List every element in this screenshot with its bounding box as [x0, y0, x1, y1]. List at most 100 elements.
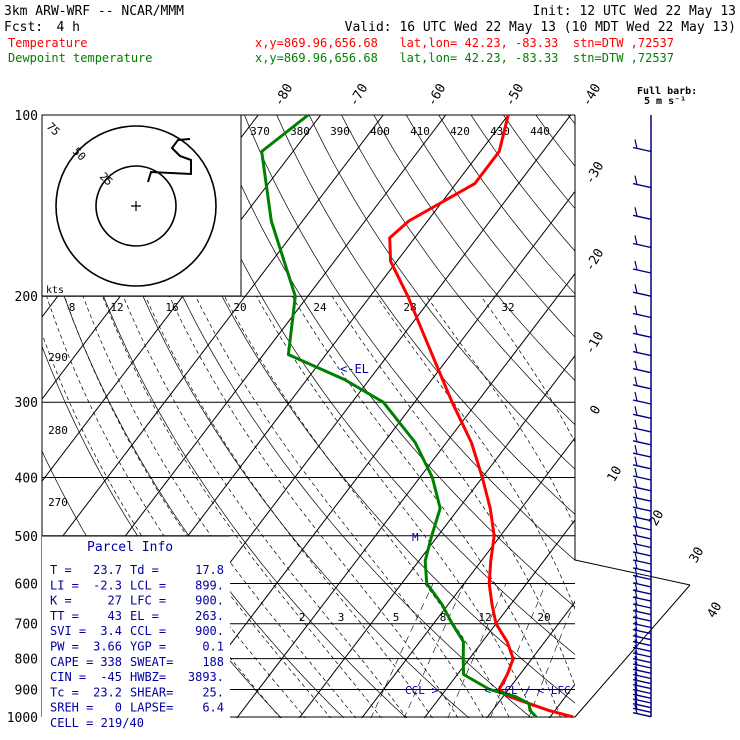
- wind-barb-flag: [634, 676, 638, 686]
- legend-temperature-label: Temperature: [8, 36, 87, 50]
- theta-label-430: 430: [490, 125, 510, 138]
- mixing-ratio-top-12: 12: [110, 301, 123, 314]
- wind-barb: [632, 332, 652, 338]
- sounding-profiles: [260, 115, 574, 718]
- temp-tick--30: -30: [583, 159, 608, 187]
- temp-tick--10: -10: [583, 329, 608, 357]
- temp-tick--20: -20: [583, 246, 608, 274]
- wind-barb: [632, 516, 652, 522]
- mixing-ratio-top-20: 20: [233, 301, 246, 314]
- wind-barb-flag: [634, 695, 638, 705]
- wind-barb-flag: [634, 615, 638, 625]
- parcel-row-5-col-2: YGP =: [130, 640, 166, 654]
- parcel-row-4-col-2: CCL =: [130, 624, 166, 638]
- temp-tick--40: -40: [580, 81, 605, 109]
- mixing-ratio-bottom-20: 20: [537, 611, 550, 624]
- parcel-row-1-col-1: -2.3: [93, 578, 122, 592]
- wind-barb-flag: [634, 535, 638, 545]
- wind-barb-flag: [634, 467, 638, 478]
- parcel-row-0-col-1: 23.7: [93, 563, 122, 577]
- temp-tick-20: 20: [647, 508, 668, 529]
- wind-barb-flag: [634, 581, 638, 592]
- wind-barb-flag: [634, 602, 638, 612]
- wind-barbs: [632, 115, 652, 718]
- wind-barb: [632, 559, 652, 565]
- wind-barb-flag: [634, 139, 638, 149]
- wind-barb: [632, 312, 652, 319]
- wind-barb-flag: [634, 444, 638, 455]
- wind-barb: [632, 712, 652, 718]
- parcel-row-2-col-0: K =: [50, 594, 72, 608]
- parcel-row-2-col-2: LFC =: [130, 594, 166, 608]
- hodograph-trace: [147, 138, 192, 183]
- valid-time: Valid: 16 UTC Wed 22 May 13 (10 MDT Wed …: [345, 20, 736, 35]
- wind-barb: [632, 182, 652, 189]
- parcel-row-0-col-2: Td =: [130, 563, 159, 577]
- wind-barb-flag: [634, 419, 638, 430]
- pressure-tick-300: 300: [15, 396, 38, 411]
- parcel-row-3-col-3: 263.: [195, 609, 224, 623]
- temp-tick-40: 40: [705, 600, 726, 621]
- wind-barb: [632, 525, 652, 531]
- barb-key-line1: Full barb:: [637, 86, 697, 97]
- wind-barb: [632, 384, 652, 390]
- parcel-row-5-col-3: 0.1: [202, 640, 224, 654]
- parcel-row-3-col-2: EL =: [130, 609, 159, 623]
- parcel-row-3-col-1: 43: [108, 609, 122, 623]
- wind-barb: [632, 452, 652, 458]
- wind-barb-flag: [634, 655, 638, 666]
- parcel-row-9-col-0: SREH =: [50, 701, 93, 715]
- wind-barb-flag: [634, 551, 638, 562]
- wind-barb-flag: [634, 526, 638, 537]
- parcel-row-7-col-2: HWBZ=: [130, 670, 166, 684]
- wind-barb-flag: [634, 567, 638, 577]
- el-marker: <-EL: [340, 362, 369, 376]
- wind-barb-flag: [634, 376, 638, 386]
- temp-tick-10: 10: [605, 464, 626, 485]
- wind-barb: [632, 542, 652, 549]
- wind-barb: [632, 534, 652, 540]
- parcel-row-5-col-1: 3.66: [93, 640, 122, 654]
- fcst-label: Fcst:: [4, 20, 43, 35]
- parcel-row-6-col-0: CAPE =: [50, 655, 93, 669]
- temp-tick--70: -70: [347, 81, 372, 109]
- wind-barb: [632, 399, 652, 405]
- ccl-lcl-lfc-marker: CCL > < LCL / < LFC: [405, 684, 571, 697]
- wind-barb-flag: [634, 391, 638, 402]
- mixing-ratio-bottom-8: 8: [440, 611, 447, 624]
- parcel-row-8-col-1: 23.2: [93, 685, 122, 699]
- wind-barb-flag: [634, 508, 638, 518]
- wind-barb-flag: [634, 627, 638, 637]
- wind-barb-flag: [634, 325, 638, 335]
- parcel-row-8-col-0: Tc =: [50, 685, 79, 699]
- parcel-row-2-col-1: 27: [108, 594, 122, 608]
- wind-barb-flag: [634, 574, 638, 585]
- legend-dewpoint-label: Dewpoint temperature: [8, 51, 153, 65]
- parcel-row-7-col-0: CIN =: [50, 670, 86, 684]
- wind-barb-flag: [634, 284, 638, 294]
- wind-barb-flag: [634, 456, 638, 466]
- wind-barb-flag: [634, 690, 638, 701]
- parcel-row-6-col-1: 338: [100, 655, 122, 669]
- parcel-row-6-col-2: SWEAT=: [130, 655, 173, 669]
- wind-barb: [632, 427, 652, 433]
- pressure-tick-100: 100: [15, 109, 38, 124]
- pressure-tick-600: 600: [15, 577, 38, 592]
- parcel-row-4-col-1: 3.4: [100, 624, 122, 638]
- wind-barb-flag: [634, 595, 638, 606]
- wind-barb-flag: [634, 666, 638, 676]
- mixing-ratio-bottom-12: 12: [478, 611, 491, 624]
- wind-barb-flag: [634, 650, 638, 660]
- parcel-row-10-col-0: CELL = 219/40: [50, 716, 144, 730]
- theta-label-370: 370: [250, 125, 270, 138]
- wind-barb-flag: [634, 360, 638, 370]
- wind-barb-flag: [634, 661, 638, 671]
- wind-barb: [632, 440, 652, 446]
- theta-label-280: 280: [48, 424, 68, 437]
- parcel-row-1-col-0: LI =: [50, 578, 79, 592]
- wind-barb: [632, 551, 652, 557]
- theta-label-440: 440: [530, 125, 550, 138]
- wind-barb-flag: [634, 671, 638, 681]
- wind-barb-flag: [634, 681, 638, 691]
- m-marker: M: [412, 531, 419, 544]
